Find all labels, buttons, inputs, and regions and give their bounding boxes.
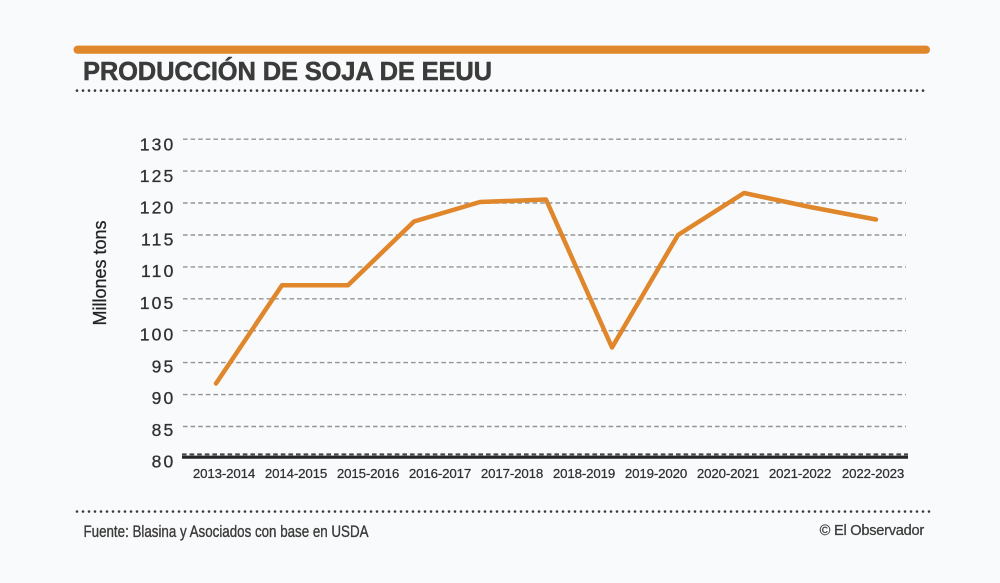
- svg-text:© El Observador: © El Observador: [820, 523, 925, 539]
- svg-text:80: 80: [152, 452, 176, 472]
- svg-text:2016-2017: 2016-2017: [409, 466, 471, 481]
- svg-text:130: 130: [140, 134, 176, 154]
- svg-text:Millones tons: Millones tons: [90, 220, 110, 325]
- svg-text:95: 95: [152, 356, 176, 376]
- svg-text:2021-2022: 2021-2022: [769, 466, 831, 481]
- svg-text:100: 100: [140, 325, 176, 345]
- svg-text:85: 85: [152, 420, 176, 440]
- svg-text:2015-2016: 2015-2016: [337, 466, 399, 481]
- svg-text:90: 90: [152, 388, 176, 408]
- svg-text:2020-2021: 2020-2021: [697, 466, 759, 481]
- svg-text:2022-2023: 2022-2023: [842, 466, 904, 481]
- svg-text:115: 115: [141, 230, 176, 250]
- svg-text:2018-2019: 2018-2019: [553, 466, 615, 481]
- svg-text:2017-2018: 2017-2018: [481, 466, 543, 481]
- svg-text:120: 120: [140, 198, 176, 218]
- svg-text:125: 125: [140, 166, 176, 186]
- svg-text:110: 110: [141, 261, 176, 281]
- svg-text:2013-2014: 2013-2014: [193, 466, 255, 481]
- svg-text:2014-2015: 2014-2015: [265, 466, 327, 481]
- svg-text:105: 105: [140, 293, 176, 313]
- svg-text:PRODUCCIÓN DE SOJA DE EEUU: PRODUCCIÓN DE SOJA DE EEUU: [83, 56, 492, 86]
- svg-text:Fuente: Blasina y Asociados co: Fuente: Blasina y Asociados con base en …: [84, 523, 369, 542]
- svg-text:2019-2020: 2019-2020: [625, 466, 687, 481]
